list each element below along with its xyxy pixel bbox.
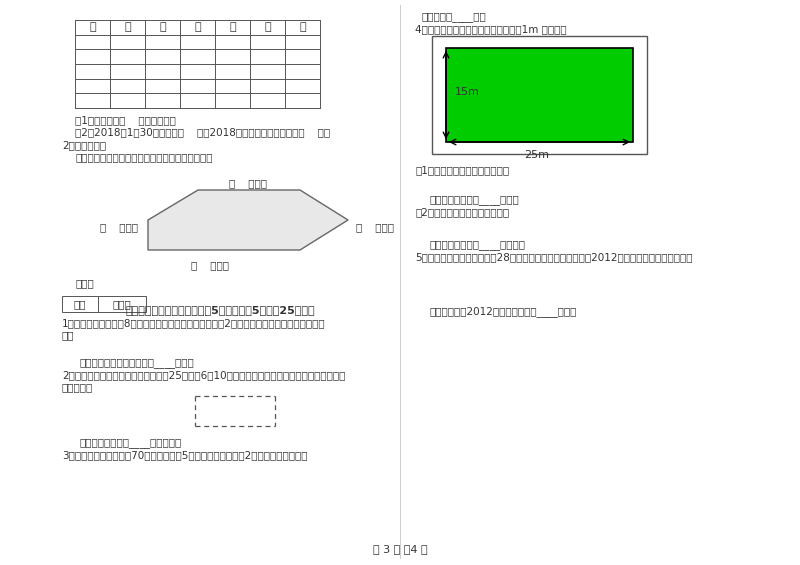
Text: 答：另一个正方形的周长是____分米。: 答：另一个正方形的周长是____分米。 <box>80 358 194 368</box>
Text: （    ）毫米: （ ）毫米 <box>229 178 267 188</box>
Text: 得分: 得分 <box>74 299 86 309</box>
Bar <box>432 36 647 154</box>
Text: 日: 日 <box>89 23 96 32</box>
Bar <box>98 296 146 312</box>
Text: 量出每条边的长度，以毫米为单位，并计算周长。: 量出每条边的长度，以毫米为单位，并计算周长。 <box>75 152 213 162</box>
Bar <box>446 48 633 142</box>
Text: 答：这头奶牛2012年二月份可挤奪____千克。: 答：这头奶牛2012年二月份可挤奪____千克。 <box>430 306 578 317</box>
Text: 四: 四 <box>229 23 236 32</box>
Text: （1）花坛的面积是多少平方米？: （1）花坛的面积是多少平方米？ <box>415 165 509 175</box>
Text: 五: 五 <box>264 23 271 32</box>
Polygon shape <box>148 190 348 250</box>
Text: 15m: 15m <box>455 87 480 97</box>
Text: 米？: 米？ <box>62 330 74 340</box>
Text: （    ）毫米: （ ）毫米 <box>356 222 394 232</box>
Text: 1、一个正方形边长是8分米，另一个正方形的边长是它的2倍，另一个正方形的周长是多少分: 1、一个正方形边长是8分米，另一个正方形的边长是它的2倍，另一个正方形的周长是多… <box>62 318 326 328</box>
Text: 第 3 页 兲4 页: 第 3 页 兲4 页 <box>373 544 427 554</box>
Text: 一: 一 <box>124 23 131 32</box>
Text: 答：小路的面积是____平方米。: 答：小路的面积是____平方米。 <box>430 240 526 250</box>
Text: 六、活用知识，解决问题（共5小题，每题5分，內25分）。: 六、活用知识，解决问题（共5小题，每题5分，內25分）。 <box>125 305 315 315</box>
Text: 二: 二 <box>159 23 166 32</box>
Text: （    ）毫米: （ ）毫米 <box>100 222 138 232</box>
Text: 4。在一块长方形的花坛四周，铺上刹1m 的小路。: 4。在一块长方形的花坛四周，铺上刹1m 的小路。 <box>415 24 566 34</box>
Text: 5。一头奶牛一天大约可挤奢28千克，照这样计算，这头奶牛2012年二月份可挤奪多少千克？: 5。一头奶牛一天大约可挤奢28千克，照这样计算，这头奶牛2012年二月份可挤奪多… <box>415 252 693 262</box>
Text: 25m: 25m <box>525 150 550 160</box>
Bar <box>62 296 98 312</box>
Text: 3、红星小学操场的长是70米，宽比长短5米，亮亮绕着操场跑2圈，他跑了多少米？: 3、红星小学操场的长是70米，宽比长短5米，亮亮绕着操场跑2圈，他跑了多少米？ <box>62 450 307 460</box>
Text: 周长：: 周长： <box>75 278 94 288</box>
Text: 2．动手操作。: 2．动手操作。 <box>62 140 106 150</box>
Text: （见下图）: （见下图） <box>62 382 94 392</box>
Text: 答：他跑了____米。: 答：他跑了____米。 <box>422 12 486 22</box>
Text: （1）这个月有（    ）个星期六。: （1）这个月有（ ）个星期六。 <box>75 115 176 125</box>
Text: 评卷人: 评卷人 <box>113 299 131 309</box>
Text: 答：花坛的面积是____平方米: 答：花坛的面积是____平方米 <box>430 195 520 205</box>
Text: 六: 六 <box>299 23 306 32</box>
Text: （2）2018年1月30日是星期（    ），2018年的三八妇女节是星期（    ）。: （2）2018年1月30日是星期（ ），2018年的三八妇女节是星期（ ）。 <box>75 127 330 137</box>
Text: （    ）毫米: （ ）毫米 <box>191 260 229 270</box>
Text: 答：最少需要准备____米的篱笆。: 答：最少需要准备____米的篱笆。 <box>80 438 182 448</box>
Text: 2、王大妈沿着一条河用篱笆围一个长25米，到6米10米的长方形菜地，最少需要准备多长的篱笆: 2、王大妈沿着一条河用篱笆围一个长25米，到6米10米的长方形菜地，最少需要准备… <box>62 370 346 380</box>
Text: 三: 三 <box>194 23 201 32</box>
Text: （2）小路的面积是多少平方米？: （2）小路的面积是多少平方米？ <box>415 207 509 217</box>
